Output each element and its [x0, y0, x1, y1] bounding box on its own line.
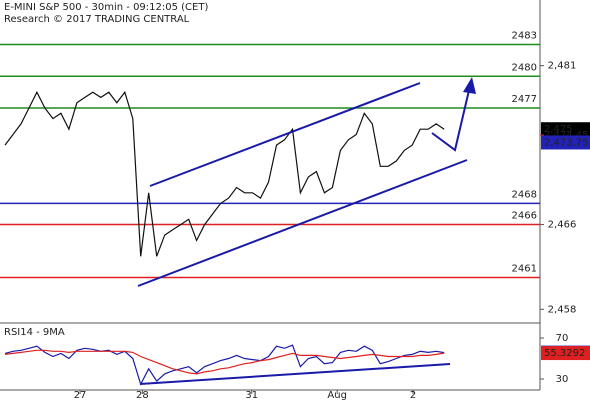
level-label: 2466 [512, 211, 537, 222]
price-marker-label: 2,475 [544, 124, 573, 135]
chart-subtitle: Research © 2017 TRADING CENTRAL [4, 14, 190, 25]
price-marker [541, 135, 590, 150]
y-tick-label: 30 [556, 374, 569, 385]
y-tick-label: 2,458 [548, 304, 577, 315]
level-label: 2477 [512, 94, 537, 105]
arrow-head [463, 77, 476, 94]
channel-line [137, 159, 468, 287]
series-line [4, 344, 445, 386]
forecast-arrow [431, 85, 471, 152]
level-label: 2480 [512, 62, 537, 73]
x-tick-label: 2 [410, 390, 416, 400]
x-tick-label: 27 [74, 390, 87, 400]
channel-line [149, 82, 421, 187]
price-marker-label: 2,473.75 [544, 137, 589, 148]
x-tick-label: 28 [136, 390, 149, 400]
y-tick-label: 70 [556, 333, 569, 344]
level-label: 2461 [512, 264, 537, 275]
panel-title: RSI14 - 9MA [4, 327, 65, 338]
level-label: 2483 [512, 30, 537, 41]
x-tick-label: Aug [327, 390, 347, 400]
price-marker [541, 122, 590, 137]
chart-title: E-MINI S&P 500 - 30min - 09:12:05 (CET) [4, 2, 208, 13]
price-marker-label: 55.3292 [544, 348, 585, 359]
y-tick-label: 2,481 [548, 61, 577, 72]
series-line [4, 90, 445, 257]
level-label: 2468 [512, 189, 537, 200]
x-tick-label: 31 [245, 390, 258, 400]
plot: 2,481 2,466 2,458 2483 2480 2477 2468 2466 2461 2… [0, 30, 590, 400]
rsi-trend-line [139, 363, 451, 385]
series-line [4, 349, 445, 375]
y-tick-label: 2,466 [548, 220, 577, 231]
price-marker [541, 346, 590, 361]
